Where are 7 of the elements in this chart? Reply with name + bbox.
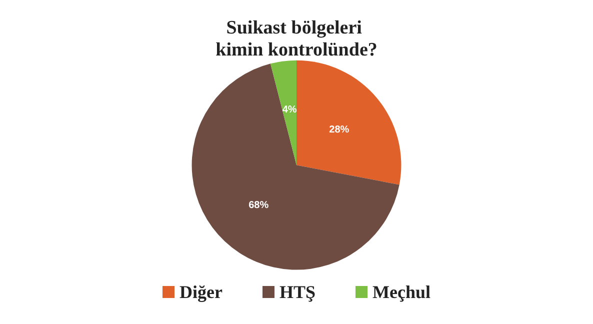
data-label: 4% (282, 104, 297, 116)
legend-label: Diğer (180, 282, 222, 302)
data-label: 68% (248, 200, 269, 211)
legend-label: Meçhul (372, 282, 431, 302)
chart-title: Suikast bölgeleri kimin kontrolünde? (216, 18, 378, 60)
data-label: 28% (329, 124, 350, 136)
legend-label: HTŞ (279, 282, 316, 302)
